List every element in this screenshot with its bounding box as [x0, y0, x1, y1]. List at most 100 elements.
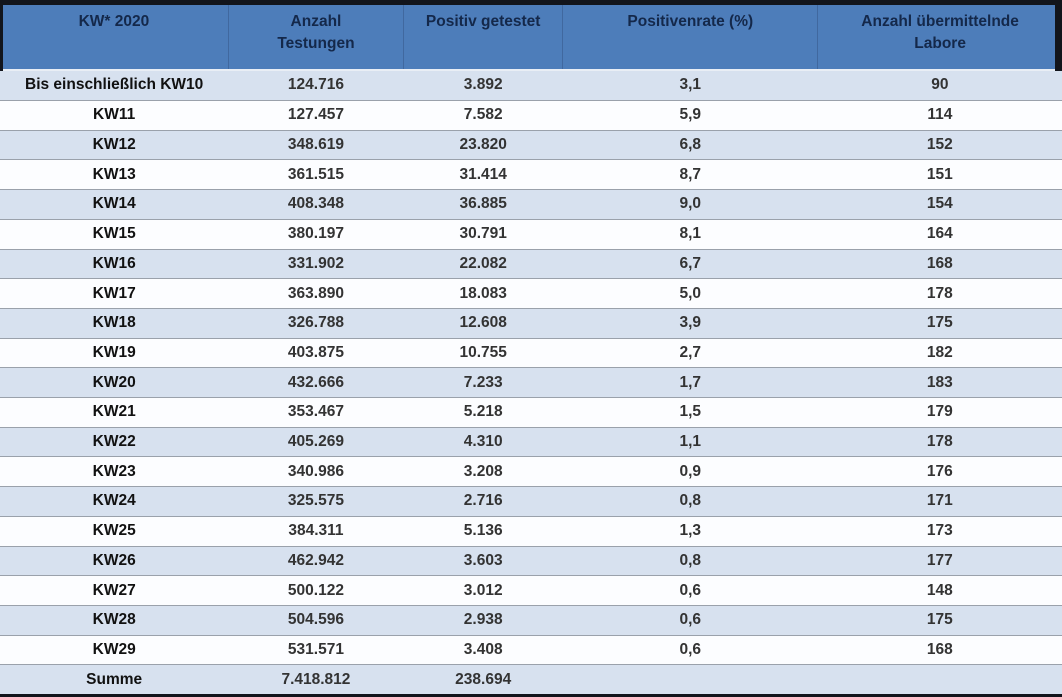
cell-testungen: 408.348 [287, 195, 344, 213]
lab-testing-table: KW* 2020 Anzahl Testungen Positiv getest… [0, 5, 1062, 694]
cell-testungen: 405.269 [287, 433, 344, 451]
header-rate: Positivenrate (%) [562, 5, 818, 71]
cell-rate: 0,6 [679, 611, 702, 629]
table-row: KW17 363.890 18.083 5,0 178 [0, 278, 1062, 309]
cell-rate: 6,8 [679, 136, 702, 154]
cell-testungen: 124.716 [287, 76, 344, 94]
cell-testungen: 331.902 [287, 254, 344, 272]
table-row: KW20 432.666 7.233 1,7 183 [0, 367, 1062, 398]
frame-top-edge [0, 0, 1062, 5]
cell-kw: KW15 [92, 225, 136, 243]
cell-testungen: 127.457 [287, 106, 344, 124]
cell-rate: 1,3 [679, 522, 702, 540]
cell-labore: 177 [926, 551, 953, 569]
cell-rate: 0,8 [679, 492, 702, 510]
cell-kw: Summe [86, 670, 143, 688]
cell-kw: KW22 [92, 433, 136, 451]
cell-testungen: 7.418.812 [281, 670, 351, 688]
cell-labore: 178 [926, 433, 953, 451]
table-row: KW28 504.596 2.938 0,6 175 [0, 605, 1062, 636]
table-row: KW23 340.986 3.208 0,9 176 [0, 456, 1062, 487]
cell-testungen: 500.122 [287, 581, 344, 599]
cell-labore: 171 [926, 492, 953, 510]
cell-testungen: 531.571 [287, 640, 344, 658]
cell-testungen: 361.515 [287, 165, 344, 183]
cell-testungen: 363.890 [287, 284, 344, 302]
cell-kw: KW20 [92, 373, 136, 391]
table-row: KW11 127.457 7.582 5,9 114 [0, 100, 1062, 131]
cell-kw: KW21 [92, 403, 136, 421]
cell-kw: KW27 [92, 581, 136, 599]
table-row: KW14 408.348 36.885 9,0 154 [0, 189, 1062, 220]
cell-kw: KW24 [92, 492, 136, 510]
cell-rate: 9,0 [679, 195, 702, 213]
cell-rate: 8,1 [679, 225, 702, 243]
cell-positiv: 3.892 [463, 76, 503, 94]
table-row: KW16 331.902 22.082 6,7 168 [0, 249, 1062, 279]
table-row: KW15 380.197 30.791 8,1 164 [0, 219, 1062, 249]
cell-rate: 0,6 [679, 581, 702, 599]
cell-positiv: 4.310 [463, 433, 503, 451]
cell-labore: 164 [926, 225, 953, 243]
cell-rate: 0,6 [679, 640, 702, 658]
table-row: KW25 384.311 5.136 1,3 173 [0, 516, 1062, 547]
table-row: KW19 403.875 10.755 2,7 182 [0, 338, 1062, 368]
cell-rate [563, 665, 818, 694]
summary-row: Summe 7.418.812 238.694 [0, 664, 1062, 694]
cell-rate: 1,1 [679, 433, 702, 451]
cell-positiv: 2.938 [463, 611, 503, 629]
cell-kw: KW14 [92, 195, 136, 213]
table-row: KW12 348.619 23.820 6,8 152 [0, 130, 1062, 160]
frame-right-edge [1055, 0, 1062, 71]
cell-labore: 152 [926, 136, 953, 154]
table-row: KW29 531.571 3.408 0,6 168 [0, 635, 1062, 665]
cell-labore: 176 [926, 462, 953, 480]
table-row: KW21 353.467 5.218 1,5 179 [0, 397, 1062, 428]
cell-labore: 90 [931, 76, 949, 94]
frame-bottom-edge [0, 694, 1062, 697]
cell-positiv: 5.136 [463, 522, 503, 540]
cell-testungen: 432.666 [287, 373, 344, 391]
cell-positiv: 5.218 [463, 403, 503, 421]
table-row: KW22 405.269 4.310 1,1 178 [0, 427, 1062, 457]
cell-positiv: 3.208 [463, 462, 503, 480]
cell-kw: KW28 [92, 611, 136, 629]
cell-rate: 1,7 [679, 373, 702, 391]
cell-labore [818, 665, 1062, 694]
cell-positiv: 238.694 [455, 670, 512, 688]
cell-labore: 183 [926, 373, 953, 391]
cell-positiv: 7.233 [463, 373, 503, 391]
cell-labore: 178 [926, 284, 953, 302]
header-labore: Anzahl übermittelnde Labore [817, 5, 1062, 71]
header-positiv: Positiv getestet [403, 5, 563, 71]
cell-labore: 182 [926, 343, 953, 361]
cell-labore: 168 [926, 254, 953, 272]
cell-positiv: 12.608 [459, 314, 507, 332]
cell-rate: 0,8 [679, 551, 702, 569]
cell-testungen: 325.575 [287, 492, 344, 510]
cell-positiv: 22.082 [459, 254, 507, 272]
cell-positiv: 31.414 [459, 165, 507, 183]
frame-left-edge [0, 0, 3, 71]
cell-rate: 5,0 [679, 284, 702, 302]
cell-rate: 2,7 [679, 343, 702, 361]
table-row: KW24 325.575 2.716 0,8 171 [0, 486, 1062, 517]
cell-kw: KW23 [92, 462, 136, 480]
cell-testungen: 462.942 [287, 551, 344, 569]
cell-kw: KW17 [92, 284, 136, 302]
cell-positiv: 18.083 [459, 284, 507, 302]
cell-testungen: 353.467 [287, 403, 344, 421]
cell-rate: 3,1 [679, 76, 702, 94]
cell-rate: 5,9 [679, 106, 702, 124]
header-row: KW* 2020 Anzahl Testungen Positiv getest… [0, 5, 1062, 71]
cell-positiv: 36.885 [459, 195, 507, 213]
table-row: KW27 500.122 3.012 0,6 148 [0, 575, 1062, 606]
cell-kw: KW29 [92, 640, 136, 658]
cell-rate: 0,9 [679, 462, 702, 480]
cell-labore: 168 [926, 640, 953, 658]
header-testungen: Anzahl Testungen [227, 5, 404, 71]
cell-labore: 173 [926, 522, 953, 540]
cell-labore: 175 [926, 314, 953, 332]
cell-labore: 148 [926, 581, 953, 599]
